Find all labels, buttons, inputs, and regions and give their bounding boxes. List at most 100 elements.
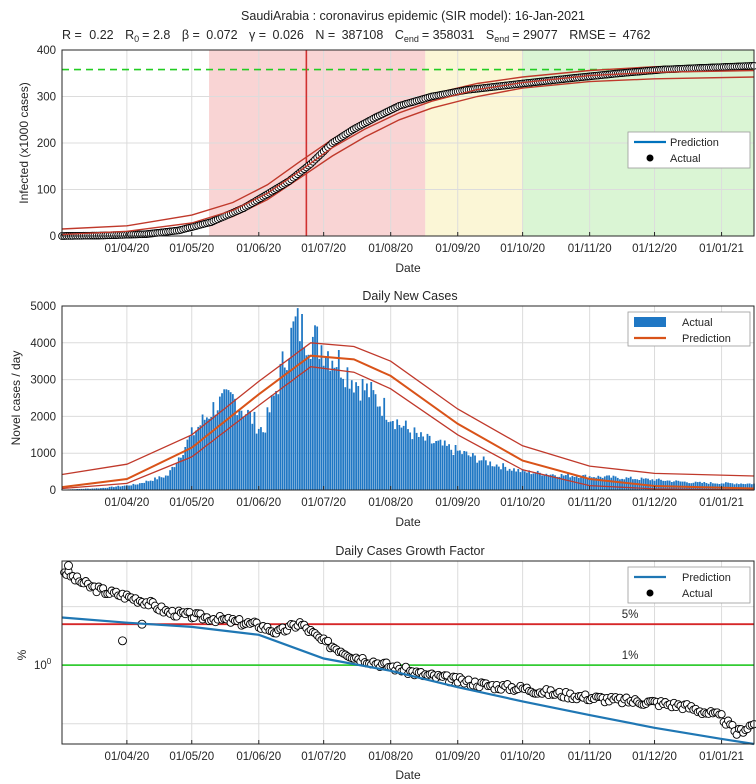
daily-bar: [164, 475, 167, 490]
x-tick-label: 01/01/21: [699, 497, 744, 509]
daily-bar: [175, 463, 178, 490]
threshold-label: 5%: [622, 609, 639, 621]
daily-bar: [740, 483, 742, 490]
daily-bar: [342, 378, 345, 490]
daily-bar: [134, 484, 137, 490]
daily-bar: [471, 453, 474, 490]
daily-bar: [158, 476, 161, 490]
daily-bar: [502, 463, 505, 490]
daily-bar: [513, 468, 515, 490]
daily-bar: [117, 485, 120, 490]
x-tick-label: 01/10/20: [500, 751, 545, 763]
daily-bar: [452, 455, 455, 490]
daily-bar: [554, 475, 556, 490]
daily-bar: [171, 466, 174, 490]
x-tick-label: 01/05/20: [169, 751, 214, 763]
daily-bar: [491, 466, 494, 490]
daily-bar: [413, 427, 416, 490]
legend-actual-marker: [646, 154, 654, 162]
daily-bar: [577, 477, 580, 490]
daily-bar: [497, 466, 500, 490]
daily-bar: [446, 445, 448, 490]
daily-bar: [428, 435, 431, 490]
daily-bar: [562, 475, 565, 490]
daily-bar: [588, 476, 591, 490]
prediction-line: [61, 69, 755, 236]
daily-bar: [255, 433, 258, 490]
daily-bar: [151, 480, 154, 490]
daily-bar: [190, 427, 193, 490]
daily-bar: [234, 398, 236, 490]
panel2-bars: [61, 308, 755, 490]
actual-marker: [749, 720, 756, 729]
daily-bar: [450, 449, 453, 490]
daily-bar: [727, 482, 729, 490]
daily-bar: [655, 479, 658, 490]
daily-bar: [744, 484, 747, 490]
daily-bar: [87, 488, 89, 490]
panel3-threshold-lines: 5% 1%: [62, 609, 754, 667]
y-tick-label: 1000: [30, 448, 56, 460]
daily-bar: [268, 412, 271, 490]
daily-bar: [95, 488, 98, 490]
daily-bar: [536, 470, 539, 490]
daily-bar: [532, 473, 535, 490]
daily-bar: [201, 414, 204, 490]
panel2-frame: [61, 305, 755, 491]
daily-bar: [93, 488, 96, 490]
daily-bar: [314, 325, 316, 490]
daily-bar: [311, 336, 314, 490]
daily-bar: [398, 425, 401, 490]
daily-bar: [411, 439, 414, 490]
band-line-lower-bound: [61, 366, 755, 491]
daily-bar: [108, 486, 111, 490]
daily-bar: [335, 367, 338, 490]
legend-actual-swatch: [634, 317, 666, 327]
daily-bar: [422, 436, 425, 490]
panel-sir: SaudiArabia : coronavirus epidemic (SIR …: [17, 9, 756, 275]
daily-bar: [138, 483, 141, 490]
daily-bar: [346, 367, 349, 490]
daily-bar: [528, 470, 530, 490]
daily-bar: [123, 485, 126, 490]
daily-bar: [286, 370, 288, 490]
daily-bar: [277, 394, 280, 490]
daily-bar: [208, 418, 210, 490]
daily-bar: [541, 475, 543, 490]
daily-bar: [128, 485, 130, 490]
panel2-legend: Actual Prediction: [627, 311, 751, 347]
prediction-line: [61, 616, 755, 746]
daily-bar: [415, 432, 418, 490]
daily-bar: [443, 440, 446, 490]
daily-bar: [236, 415, 239, 490]
daily-bar: [616, 477, 619, 490]
daily-bar: [340, 377, 342, 490]
daily-bar: [433, 443, 435, 490]
x-tick-label: 01/07/20: [301, 751, 346, 763]
daily-bar: [262, 432, 264, 490]
panel-growth-factor: Daily Cases Growth Factor 5% 1% 100 01/04…: [15, 544, 756, 782]
daily-bar: [167, 475, 169, 490]
daily-bar: [197, 426, 200, 490]
daily-bar: [623, 479, 626, 490]
daily-bar: [370, 382, 373, 490]
daily-bar: [298, 341, 301, 490]
x-tick-label: 01/01/21: [699, 751, 744, 763]
panel3-series: [60, 561, 756, 746]
x-tick-label: 01/11/20: [568, 497, 612, 509]
daily-bar: [136, 484, 139, 490]
daily-bar: [292, 321, 295, 490]
daily-bar: [82, 488, 85, 490]
daily-bar: [482, 456, 485, 490]
daily-bar: [593, 477, 595, 490]
daily-bar: [666, 480, 669, 490]
x-tick-label: 01/08/20: [368, 497, 413, 509]
daily-bar: [748, 483, 751, 490]
panel1-title-line2: R = 0.22 R0 = 2.8 β = 0.072 γ = 0.026 N =…: [62, 28, 650, 44]
daily-bar: [357, 386, 360, 490]
daily-bar: [231, 394, 234, 490]
daily-bar: [746, 483, 749, 490]
daily-bar: [212, 402, 215, 490]
daily-bar: [216, 410, 219, 490]
x-tick-label: 01/04/20: [104, 243, 149, 255]
